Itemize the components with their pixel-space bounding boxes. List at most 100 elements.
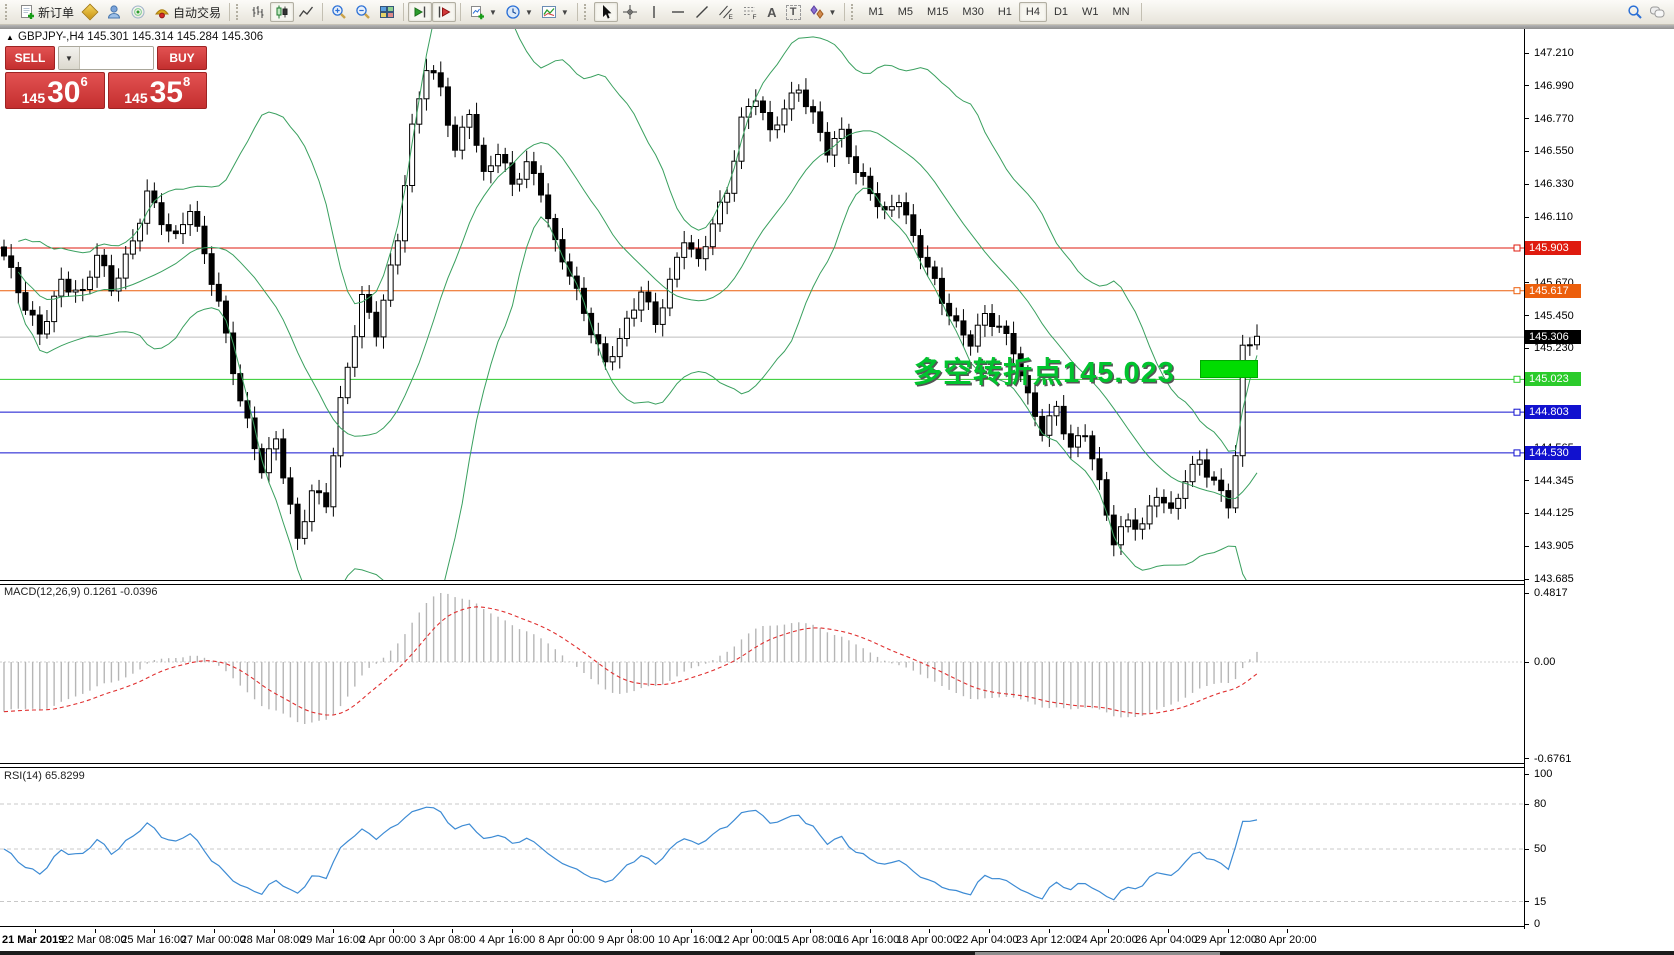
pane-divider[interactable] — [0, 763, 1674, 768]
dropdown-arrow: ▼ — [524, 7, 533, 17]
sell-button[interactable]: SELL — [5, 46, 55, 70]
time-label: 16 Apr 16:00 — [836, 934, 900, 946]
cursor-tool[interactable] — [593, 2, 618, 22]
time-tick — [94, 929, 96, 933]
axis-tick-label: 146.990 — [1534, 79, 1574, 92]
chart-line-button[interactable] — [294, 2, 318, 22]
arrows-tool[interactable]: ▼ — [805, 2, 841, 22]
buy-price-button[interactable]: 145 35 8 — [107, 72, 207, 109]
timeframe-group: M1 M5 M15 M30 H1 H4 D1 W1 MN — [861, 2, 1136, 22]
buy-price-main: 35 — [149, 75, 183, 109]
timeframe-m30[interactable]: M30 — [962, 6, 984, 18]
toolbar-grip — [583, 4, 590, 20]
timeframe-d1[interactable]: D1 — [1053, 6, 1069, 18]
fibonacci-tool[interactable]: F — [738, 2, 762, 22]
time-tick — [1048, 929, 1050, 933]
time-tick — [512, 929, 514, 933]
timeframe-mn[interactable]: MN — [1112, 6, 1130, 18]
new-order-button[interactable]: 新订单 — [15, 2, 78, 22]
new-chart-button[interactable]: ▼ — [465, 2, 501, 22]
price-level-tag[interactable]: 145.617 — [1525, 283, 1581, 298]
indicators-icon — [541, 6, 556, 18]
price-level-tag[interactable]: 144.530 — [1525, 445, 1581, 460]
axis-tick — [1525, 661, 1529, 663]
axis-tick — [1525, 578, 1529, 580]
text-label-icon: T — [785, 4, 801, 20]
zoom-out-icon — [356, 5, 370, 19]
axis-tick-label: 143.685 — [1534, 573, 1574, 585]
chart-shift-button[interactable] — [432, 2, 457, 22]
axis-tick — [1525, 216, 1529, 218]
trendline-tool[interactable] — [690, 2, 714, 22]
volume-decrease-button[interactable]: ▼ — [59, 47, 79, 69]
h-scrollbar-thumb[interactable] — [975, 951, 1220, 955]
time-label: 22 Apr 04:00 — [956, 934, 1019, 946]
chart-bars-button[interactable] — [246, 2, 270, 22]
time-tick — [810, 929, 812, 933]
highlight-rectangle[interactable] — [1200, 360, 1258, 378]
timeframe-m15[interactable]: M15 — [927, 6, 949, 18]
auto-trading-button[interactable]: 自动交易 — [150, 2, 225, 22]
text-tool[interactable]: A — [767, 4, 777, 20]
periods-button[interactable]: ▼ — [501, 2, 537, 22]
indicators-button[interactable]: ▼ — [537, 2, 573, 22]
buy-price-pip: 8 — [183, 74, 191, 89]
timeframe-h1[interactable]: H1 — [997, 6, 1012, 18]
rsi-axis-label: 80 — [1534, 798, 1547, 810]
axis-tick — [1525, 773, 1529, 775]
time-label: 30 Apr 20:00 — [1254, 934, 1317, 946]
buy-button[interactable]: BUY — [157, 46, 207, 70]
axis-tick — [1525, 347, 1529, 349]
search-icon[interactable] — [1627, 4, 1643, 20]
timeframe-h4[interactable]: H4 — [1018, 2, 1047, 22]
tile-windows-button[interactable] — [375, 2, 399, 22]
separator — [844, 3, 846, 21]
auto-scroll-button[interactable] — [408, 2, 433, 22]
rsi-pane[interactable] — [0, 766, 1524, 926]
signals-button[interactable] — [126, 2, 150, 22]
time-tick — [35, 929, 36, 933]
sell-price-button[interactable]: 145 30 6 — [5, 72, 105, 109]
vertical-line-tool[interactable] — [642, 2, 666, 22]
market-watch-button[interactable] — [78, 2, 102, 22]
pane-divider[interactable] — [0, 580, 1674, 585]
channel-tool[interactable]: E — [714, 2, 738, 22]
price-level-tag[interactable]: 145.023 — [1525, 372, 1581, 387]
chart-area[interactable]: 147.210 146.990 146.770 146.550 146.330 146.1… — [0, 29, 1674, 951]
time-label: 26 Apr 04:00 — [1134, 934, 1198, 946]
chat-icon[interactable] — [1649, 4, 1665, 20]
axis-tick — [1525, 848, 1529, 850]
signal-icon — [131, 5, 145, 19]
macd-pane[interactable] — [0, 583, 1524, 763]
time-label: 8 Apr 00:00 — [538, 934, 595, 946]
new-order-icon — [21, 5, 34, 19]
price-level-tag[interactable]: 144.803 — [1525, 405, 1581, 420]
clock-icon — [506, 5, 520, 19]
crosshair-tool[interactable] — [618, 2, 642, 22]
profile-button[interactable] — [102, 2, 126, 22]
main-price-pane[interactable] — [0, 29, 1524, 580]
volume-input[interactable] — [78, 47, 153, 69]
one-click-trade-panel: SELL ▼ ▲ BUY 145 30 6 145 35 8 — [5, 46, 207, 109]
time-tick — [929, 929, 931, 933]
axis-tick-label: 147.210 — [1534, 47, 1574, 59]
time-label: 21 Mar 2019 — [2, 934, 65, 946]
fibonacci-icon: F — [743, 7, 756, 20]
axis-tick — [1525, 758, 1529, 760]
dropdown-arrow: ▼ — [489, 7, 497, 17]
price-level-tag[interactable]: 145.903 — [1525, 241, 1581, 256]
timeframe-w1[interactable]: W1 — [1082, 6, 1099, 18]
trade-panel-toggle[interactable]: ▲ — [6, 33, 14, 42]
current-price-tag[interactable]: 145.306 — [1525, 330, 1581, 345]
text-label-tool[interactable]: T — [782, 2, 805, 22]
axis-tick — [1525, 545, 1529, 547]
timeframe-m1[interactable]: M1 — [868, 6, 884, 18]
horizontal-line-tool[interactable] — [666, 2, 690, 22]
zoom-in-button[interactable] — [327, 2, 351, 22]
zoom-out-button[interactable] — [351, 2, 375, 22]
timeframe-m5[interactable]: M5 — [897, 6, 914, 18]
pivot-annotation: 多空转折点145.023 — [913, 357, 1175, 389]
toolbar-grip — [851, 4, 857, 20]
chart-candles-button[interactable] — [270, 2, 295, 22]
